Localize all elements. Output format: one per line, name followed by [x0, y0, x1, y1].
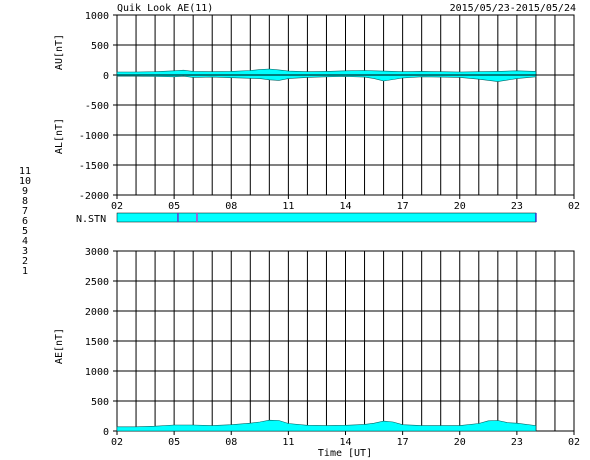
y-tick-label: -500 [85, 101, 109, 112]
y-tick-label: 1000 [85, 11, 109, 22]
y-tick-label: 1500 [85, 337, 109, 348]
y-tick-label: -1000 [79, 131, 109, 142]
station-legend-item: 7 [22, 206, 28, 217]
x-tick-label: 05 [168, 201, 180, 212]
station-legend-item: 10 [19, 176, 31, 187]
y-tick-label: 3000 [85, 247, 109, 258]
x-tick-label: 23 [511, 201, 523, 212]
y-tick-label: 0 [103, 427, 109, 438]
x-tick-label: 17 [397, 437, 409, 448]
y-tick-label: 1000 [85, 367, 109, 378]
ae-panel: 0 500 1000 1500 2000 2500 3000 02 05 08 11 14 17 20 23… [54, 247, 580, 459]
x-tick-label: 17 [397, 201, 409, 212]
y-tick-label: 2000 [85, 307, 109, 318]
nstn-panel [116, 212, 537, 223]
x-tick-label: 08 [225, 437, 237, 448]
chart-title: Quik Look AE(11) [117, 3, 213, 14]
x-tick-label: 23 [511, 437, 523, 448]
x-tick-label: 11 [282, 437, 294, 448]
series-au-area [116, 68, 537, 76]
x-tick-label: 02 [568, 201, 580, 212]
nstn-bar [116, 212, 537, 223]
x-tick-label: 20 [454, 437, 466, 448]
station-legend-item: 5 [22, 226, 28, 237]
au-axis-label: AU[nT] [54, 34, 65, 70]
y-tick-label: -2000 [79, 191, 109, 202]
series-al-area [116, 74, 537, 82]
station-legend-item: 1 [22, 266, 28, 277]
date-range-label: 2015/05/23-2015/05/24 [450, 3, 576, 14]
station-legend-item: 3 [22, 246, 28, 257]
nstn-label: N.STN [76, 214, 106, 225]
station-legend-item: 9 [22, 186, 28, 197]
ae-axis-label: AE[nT] [54, 328, 65, 364]
al-axis-label: AL[nT] [54, 118, 65, 154]
y-tick-label: 500 [91, 41, 109, 52]
series-ae-area [116, 419, 537, 432]
station-legend-item: 2 [22, 256, 28, 267]
au-al-panel: -2000 -1500 -1000 -500 0 500 1000 02 05 08 11 14 17 2… [54, 11, 580, 212]
time-axis-label: Time [UT] [318, 448, 372, 459]
x-tick-label: 20 [454, 201, 466, 212]
y-tick-label: 2500 [85, 277, 109, 288]
x-tick-label: 11 [282, 201, 294, 212]
station-legend-item: 8 [22, 196, 28, 207]
y-tick-label: 0 [103, 71, 109, 82]
y-tick-label: -1500 [79, 161, 109, 172]
x-tick-label: 02 [111, 437, 123, 448]
station-legend-item: 4 [22, 236, 28, 247]
x-tick-label: 14 [339, 437, 351, 448]
x-tick-label: 05 [168, 437, 180, 448]
station-legend-item: 11 [19, 166, 31, 177]
x-tick-label: 14 [339, 201, 351, 212]
station-legend-item: 6 [22, 216, 28, 227]
x-tick-label: 02 [111, 201, 123, 212]
x-tick-label: 02 [568, 437, 580, 448]
x-tick-label: 08 [225, 201, 237, 212]
y-tick-label: 500 [91, 397, 109, 408]
